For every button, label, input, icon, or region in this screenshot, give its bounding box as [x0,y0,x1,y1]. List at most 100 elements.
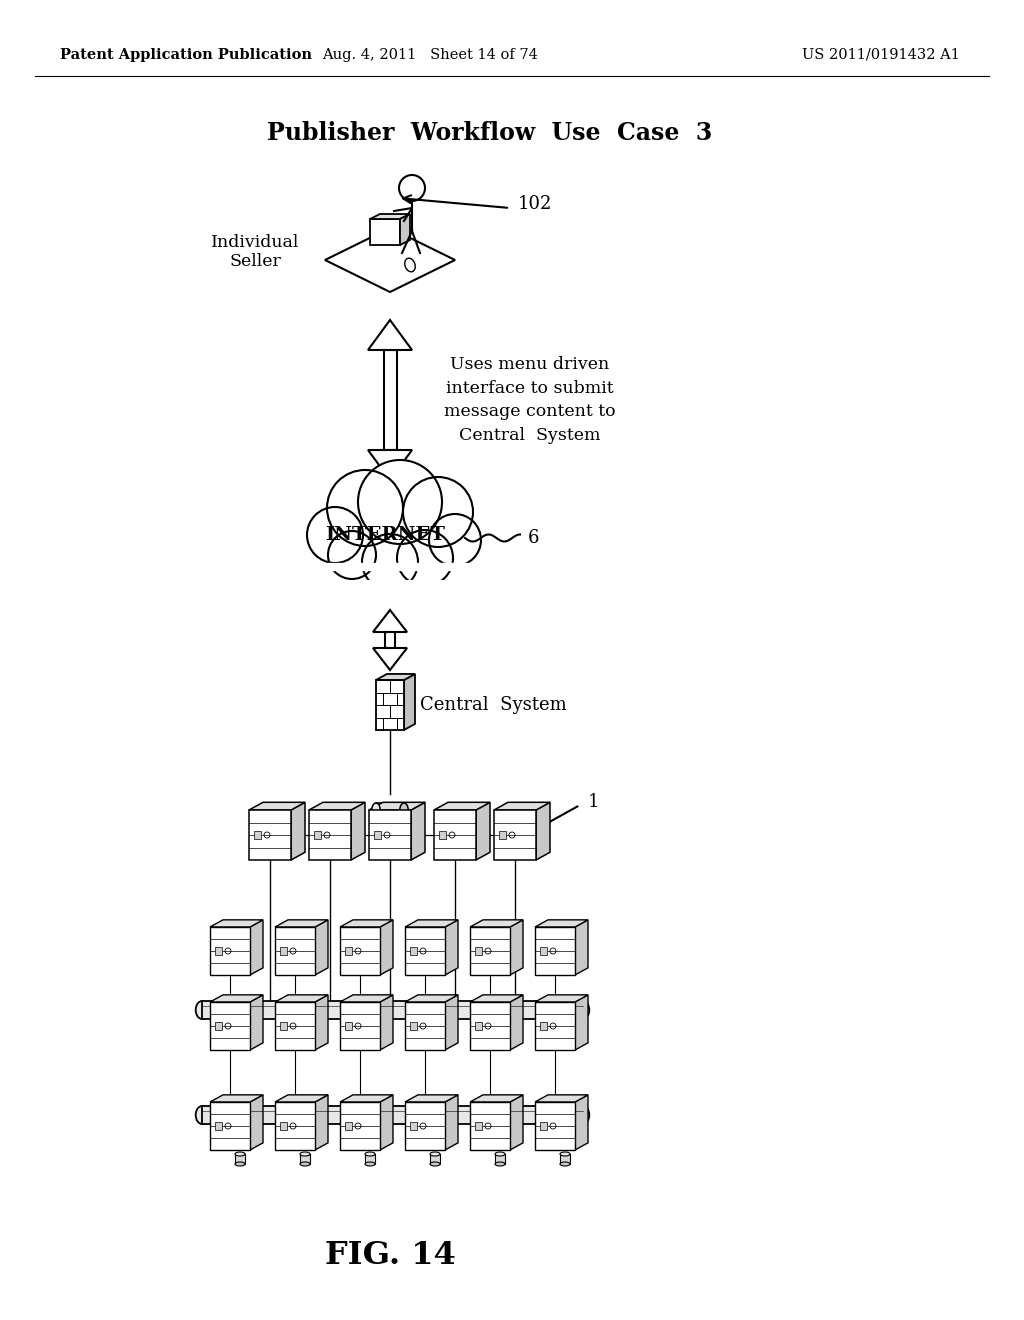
Polygon shape [535,995,588,1002]
Ellipse shape [196,1001,208,1019]
Polygon shape [470,920,523,927]
Text: 1: 1 [588,793,599,810]
Polygon shape [510,920,523,975]
Ellipse shape [300,1152,310,1156]
Ellipse shape [399,803,409,817]
Polygon shape [280,1022,287,1030]
Polygon shape [373,648,407,671]
Polygon shape [445,1094,458,1150]
Polygon shape [434,803,490,810]
Polygon shape [291,803,305,861]
Circle shape [429,513,481,566]
Polygon shape [275,920,328,927]
Polygon shape [249,810,291,861]
Circle shape [403,477,473,546]
Polygon shape [280,1122,287,1130]
Text: 6: 6 [528,529,540,546]
Polygon shape [535,1002,575,1049]
Polygon shape [406,1002,445,1049]
Polygon shape [250,920,263,975]
Polygon shape [373,610,407,632]
Polygon shape [470,995,523,1002]
Polygon shape [275,1002,315,1049]
Polygon shape [234,1154,245,1164]
Polygon shape [309,810,351,861]
Polygon shape [202,1001,583,1019]
Polygon shape [385,632,395,648]
Polygon shape [280,946,287,954]
Polygon shape [210,920,263,927]
Polygon shape [475,946,482,954]
Ellipse shape [430,1152,440,1156]
Polygon shape [249,803,305,810]
Polygon shape [210,1002,250,1049]
Polygon shape [210,927,250,975]
Polygon shape [254,832,261,840]
Polygon shape [210,1102,250,1150]
Polygon shape [369,803,425,810]
Text: Aug. 4, 2011   Sheet 14 of 74: Aug. 4, 2011 Sheet 14 of 74 [323,48,538,62]
Ellipse shape [365,1152,375,1156]
Polygon shape [430,1154,440,1164]
Polygon shape [370,214,410,219]
Polygon shape [300,579,490,601]
Polygon shape [380,995,393,1049]
Polygon shape [434,810,476,861]
Text: Patent Application Publication: Patent Application Publication [60,48,312,62]
Polygon shape [536,803,550,861]
Polygon shape [404,675,415,730]
Polygon shape [380,920,393,975]
Circle shape [362,535,418,590]
Polygon shape [315,1094,328,1150]
Polygon shape [575,1094,588,1150]
Ellipse shape [577,1001,589,1019]
Polygon shape [495,1154,505,1164]
Circle shape [358,459,442,544]
Ellipse shape [196,1106,208,1125]
Polygon shape [340,920,393,927]
Circle shape [328,531,376,579]
Polygon shape [340,1094,393,1102]
Ellipse shape [560,1152,570,1156]
Text: Uses menu driven
interface to submit
message content to
Central  System: Uses menu driven interface to submit mes… [444,356,615,444]
Ellipse shape [300,1162,310,1166]
Polygon shape [575,995,588,1049]
Polygon shape [510,995,523,1049]
Polygon shape [406,1094,458,1102]
Polygon shape [275,995,328,1002]
Polygon shape [365,1154,375,1164]
Ellipse shape [372,803,380,817]
Polygon shape [345,1122,352,1130]
Polygon shape [470,927,510,975]
Polygon shape [400,214,410,246]
Text: FIG. 14: FIG. 14 [325,1239,456,1270]
Polygon shape [351,803,365,861]
Text: US 2011/0191432 A1: US 2011/0191432 A1 [802,48,961,62]
Polygon shape [215,946,222,954]
Polygon shape [470,1002,510,1049]
Polygon shape [376,680,404,730]
Ellipse shape [430,1162,440,1166]
Ellipse shape [560,1162,570,1166]
Polygon shape [250,1094,263,1150]
Polygon shape [406,927,445,975]
Polygon shape [475,1022,482,1030]
Text: Individual
Seller: Individual Seller [211,234,299,271]
Polygon shape [540,1122,547,1130]
Polygon shape [540,946,547,954]
Polygon shape [275,927,315,975]
Polygon shape [535,1094,588,1102]
Polygon shape [300,1154,310,1164]
Circle shape [397,531,453,586]
Polygon shape [406,920,458,927]
Polygon shape [315,920,328,975]
Polygon shape [215,1122,222,1130]
Polygon shape [384,350,396,450]
Polygon shape [250,995,263,1049]
Text: Publisher  Workflow  Use  Case  3: Publisher Workflow Use Case 3 [267,121,713,145]
Polygon shape [314,832,321,840]
Polygon shape [315,995,328,1049]
Polygon shape [411,803,425,861]
Polygon shape [325,228,455,292]
Polygon shape [439,832,446,840]
